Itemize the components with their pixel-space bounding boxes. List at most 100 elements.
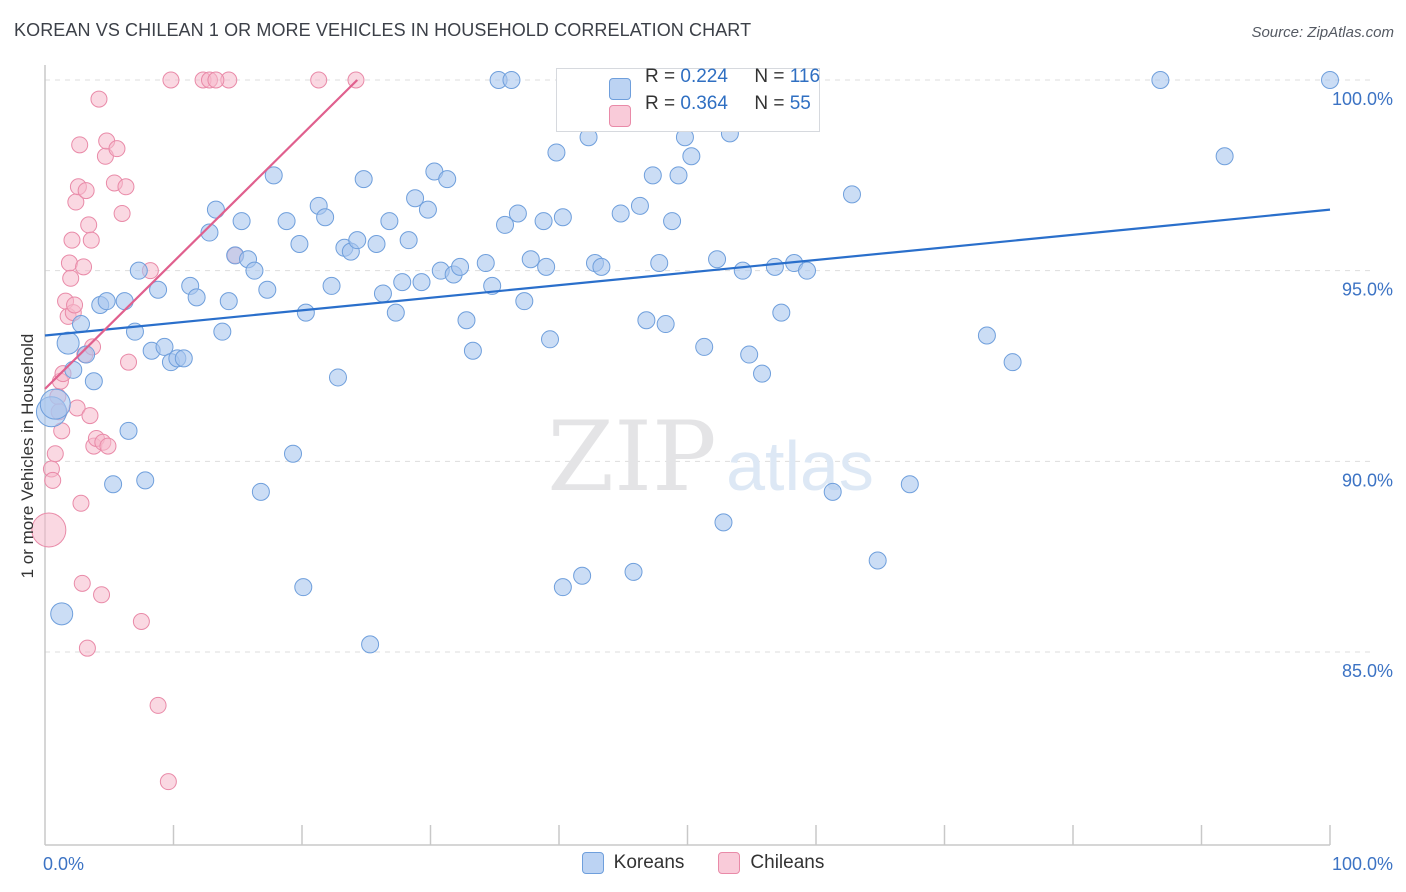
chileans-point — [46, 445, 64, 463]
chileans-point — [71, 136, 89, 154]
chileans-point — [63, 231, 81, 249]
legend-koreans-swatch — [581, 852, 604, 874]
koreans-point — [284, 444, 303, 463]
koreans-point — [316, 208, 335, 227]
koreans-point — [508, 204, 527, 223]
chileans-point — [162, 71, 180, 89]
koreans-point — [457, 311, 476, 330]
chileans-point — [90, 90, 108, 108]
koreans-point — [502, 71, 521, 89]
legend-item-chileans[interactable]: Chileans — [718, 852, 824, 874]
chileans-point — [78, 639, 96, 657]
koreans-point — [294, 578, 313, 597]
chileans-point — [159, 773, 177, 791]
koreans-point — [695, 337, 714, 356]
koreans-point — [573, 566, 592, 585]
koreans-point — [1321, 71, 1339, 89]
koreans-point — [547, 143, 566, 162]
koreans-point — [418, 200, 437, 219]
koreans-point — [187, 288, 206, 307]
koreans-point — [206, 200, 225, 219]
watermark-zip: ZIP — [547, 401, 716, 513]
chileans-stats: R = 0.364 N = 55 — [645, 93, 811, 115]
koreans-point — [630, 196, 649, 215]
koreans-point — [277, 212, 296, 231]
koreans-point — [541, 330, 560, 349]
koreans-point — [213, 322, 232, 341]
koreans-point — [39, 388, 71, 420]
koreans-point — [650, 254, 669, 273]
chileans-points — [31, 71, 365, 791]
chileans-point — [82, 231, 100, 249]
koreans-point — [451, 257, 470, 276]
koreans-swatch — [609, 78, 631, 100]
koreans-point — [624, 562, 643, 581]
koreans-point — [1003, 353, 1022, 372]
koreans-point — [84, 372, 103, 391]
chileans-trend-line — [44, 79, 359, 390]
y-tick-label-85: 85.0% — [1342, 661, 1393, 681]
legend-item-koreans[interactable]: Koreans — [581, 852, 684, 874]
koreans-point — [669, 166, 688, 185]
chileans-point — [44, 471, 62, 489]
chileans-point — [117, 178, 135, 196]
chileans-point — [108, 140, 126, 158]
koreans-point — [77, 345, 96, 364]
chileans-n-value: 55 — [789, 93, 811, 114]
koreans-point — [682, 147, 701, 166]
chileans-r-label: R = — [645, 93, 676, 114]
koreans-point — [296, 303, 315, 322]
chileans-point — [60, 254, 78, 272]
koreans-point — [534, 212, 553, 231]
legend-chileans-swatch — [718, 852, 741, 874]
koreans-point — [733, 261, 752, 280]
koreans-point — [149, 280, 168, 299]
koreans-point — [386, 303, 405, 322]
chileans-point — [72, 494, 90, 512]
koreans-point — [463, 341, 482, 360]
koreans-point — [258, 280, 277, 299]
watermark-atlas: atlas — [726, 427, 874, 505]
koreans-point — [592, 257, 611, 276]
y-axis-label: 1 or more Vehicles in Household — [18, 333, 37, 579]
koreans-point — [1215, 147, 1234, 166]
koreans-point — [56, 331, 80, 355]
chileans-point — [207, 71, 225, 89]
x-tick-label-0: 0.0% — [43, 854, 84, 874]
chileans-point — [81, 407, 99, 425]
koreans-point — [537, 257, 556, 276]
bottom-legend: Koreans Chileans — [0, 852, 1406, 874]
koreans-point — [104, 475, 123, 494]
koreans-points — [35, 71, 1339, 654]
koreans-point — [264, 166, 283, 185]
koreans-point — [129, 261, 148, 280]
koreans-point — [842, 185, 861, 204]
chileans-point — [75, 258, 93, 276]
koreans-point — [823, 482, 842, 501]
koreans-trend-line — [44, 208, 1331, 337]
koreans-point — [412, 273, 431, 292]
koreans-point — [753, 364, 772, 383]
koreans-point — [611, 204, 630, 223]
koreans-point — [406, 189, 425, 208]
koreans-point — [643, 166, 662, 185]
koreans-point — [714, 513, 733, 532]
koreans-point — [251, 482, 270, 501]
chileans-point — [99, 437, 117, 455]
koreans-point — [136, 471, 155, 490]
chileans-point — [93, 586, 111, 604]
koreans-point — [765, 257, 784, 276]
chileans-r-value: 0.364 — [680, 93, 728, 114]
chileans-point — [132, 612, 150, 630]
koreans-point — [553, 578, 572, 597]
tick-labels: 85.0% 90.0% 95.0% 100.0% 0.0% 100.0% — [43, 89, 1393, 874]
koreans-point — [868, 551, 887, 570]
koreans-point — [219, 292, 238, 311]
chileans-point — [113, 204, 131, 222]
y-tick-label-100: 100.0% — [1332, 89, 1393, 109]
koreans-point — [71, 315, 90, 334]
koreans-point — [115, 292, 134, 311]
koreans-point — [1151, 71, 1170, 89]
koreans-point — [290, 234, 309, 253]
